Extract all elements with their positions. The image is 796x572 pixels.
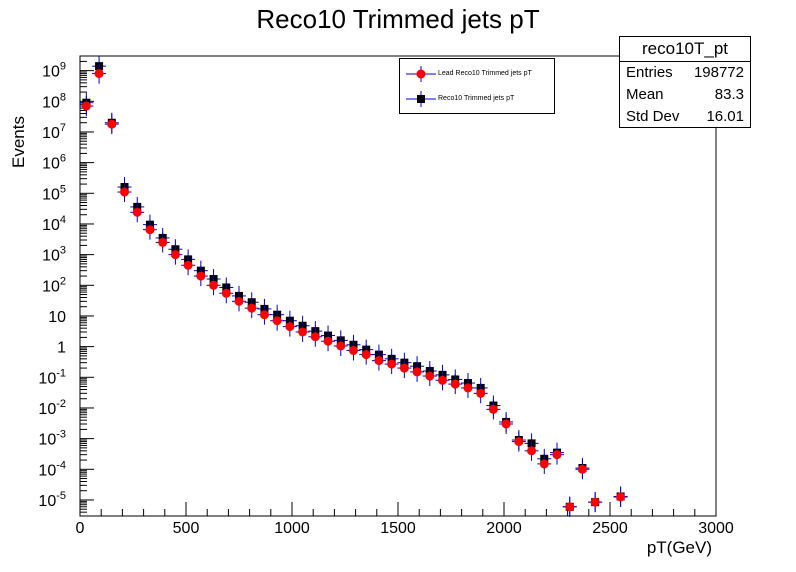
lead-jet-point — [486, 399, 501, 420]
lead-jet-point — [397, 358, 412, 379]
lead-jet-point — [550, 444, 564, 465]
legend-marker-square-icon — [406, 91, 436, 107]
x-tick-label: 1000 — [274, 520, 310, 537]
lead-jet-point — [168, 244, 183, 265]
lead-jet-point — [130, 202, 145, 223]
lead-jet-point — [588, 492, 603, 513]
y-tick-label: 10-2 — [38, 398, 66, 418]
lead-jet-point — [295, 322, 310, 342]
lead-jet-point — [359, 344, 374, 365]
stats-value: 198772 — [693, 64, 744, 81]
x-tick-label: 2500 — [592, 520, 628, 537]
lead-jet-point — [499, 414, 514, 434]
lead-jet-point — [282, 316, 297, 337]
y-tick-label: 10-5 — [38, 490, 66, 510]
x-axis-label: pT(GeV) — [647, 538, 712, 557]
y-tick-label: 10-4 — [38, 459, 66, 479]
lead-jet-point — [206, 275, 221, 296]
lead-jet-point — [613, 486, 628, 507]
lead-jet-point — [575, 459, 590, 480]
lead-jet-point — [321, 331, 336, 352]
stats-row-stddev: Std Dev 16.01 — [620, 106, 750, 128]
legend-entry-all: Reco10 Trimmed jets pT — [400, 89, 556, 109]
chart-title: Reco10 Trimmed jets pT — [256, 4, 540, 34]
lead-jet-point — [346, 340, 361, 361]
lead-jet-point — [511, 431, 526, 452]
legend-label-all: Reco10 Trimmed jets pT — [438, 95, 515, 102]
lead-jet-point — [244, 298, 259, 319]
stats-row-mean: Mean 83.3 — [620, 84, 750, 106]
x-tick-label: 2000 — [486, 520, 522, 537]
y-tick-label: 103 — [42, 245, 66, 265]
lead-jet-point — [181, 255, 196, 276]
x-tick-label: 500 — [173, 520, 200, 537]
y-tick-label: 10-1 — [38, 367, 66, 387]
legend-label-lead: Lead Reco10 Trimmed jets pT — [438, 70, 532, 77]
legend-entry-lead: Lead Reco10 Trimmed jets pT — [400, 64, 556, 84]
stats-value: 16.01 — [706, 108, 744, 125]
y-tick-label: 107 — [42, 122, 66, 142]
lead-jet-point — [384, 354, 399, 375]
y-tick-label: 106 — [42, 153, 66, 173]
y-tick-label: 109 — [42, 61, 66, 81]
stats-label: Mean — [626, 86, 664, 103]
x-tick-label: 1500 — [380, 520, 416, 537]
stats-label: Entries — [626, 64, 673, 81]
x-tick-label: 0 — [76, 520, 85, 537]
lead-jet-point — [333, 335, 348, 356]
lead-jet-point — [448, 374, 463, 395]
y-tick-label: 10-3 — [38, 429, 66, 449]
y-tick-label: 102 — [42, 275, 66, 295]
lead-jet-point — [422, 366, 437, 387]
x-tick-label: 3000 — [698, 520, 734, 537]
lead-jet-point — [524, 440, 539, 461]
stats-title: reco10T_pt — [620, 37, 750, 62]
y-tick-label: 108 — [42, 91, 66, 111]
lead-jet-point — [92, 63, 107, 84]
lead-jet-point — [232, 291, 246, 312]
lead-jet-point — [117, 182, 132, 203]
legend: Lead Reco10 Trimmed jets pT Reco10 Trimm… — [399, 58, 555, 114]
lead-jet-point — [193, 266, 208, 287]
lead-jet-point — [270, 310, 285, 331]
stats-value: 83.3 — [714, 86, 744, 103]
lead-jet-point — [79, 96, 94, 117]
y-tick-label: 104 — [42, 214, 66, 234]
lead-jet-point — [460, 377, 475, 398]
lead-jet-point — [257, 304, 272, 325]
lead-jet-point — [219, 283, 234, 304]
stats-row-entries: Entries 198772 — [620, 62, 750, 84]
lead-jet-point — [371, 350, 386, 371]
x-axis: 0 500 1000 1500 2000 2500 3000 — [76, 502, 734, 537]
stats-label: Std Dev — [626, 108, 680, 125]
y-axis-label: Events — [9, 116, 28, 168]
lead-jet-point — [410, 361, 425, 382]
lead-jet-point — [537, 453, 552, 474]
y-tick-label: 1 — [57, 340, 66, 357]
lead-jet-point — [308, 326, 323, 347]
y-axis: 10-5 10-4 10-3 10-2 10-1 1 10 102 103 104 105 106 10… — [38, 55, 94, 517]
lead-jet-point — [104, 114, 119, 135]
lead-jet-point — [155, 232, 170, 253]
stats-box: reco10T_pt Entries 198772 Mean 83.3 Std … — [619, 36, 751, 128]
lead-jet-point — [473, 383, 488, 404]
lead-jet-point — [142, 219, 157, 240]
lead-jet-point — [562, 496, 577, 517]
legend-marker-circle-icon — [406, 66, 436, 82]
lead-jet-point — [435, 370, 450, 391]
y-tick-label: 10 — [48, 309, 66, 326]
y-tick-label: 105 — [42, 183, 66, 203]
data-points — [79, 56, 628, 517]
